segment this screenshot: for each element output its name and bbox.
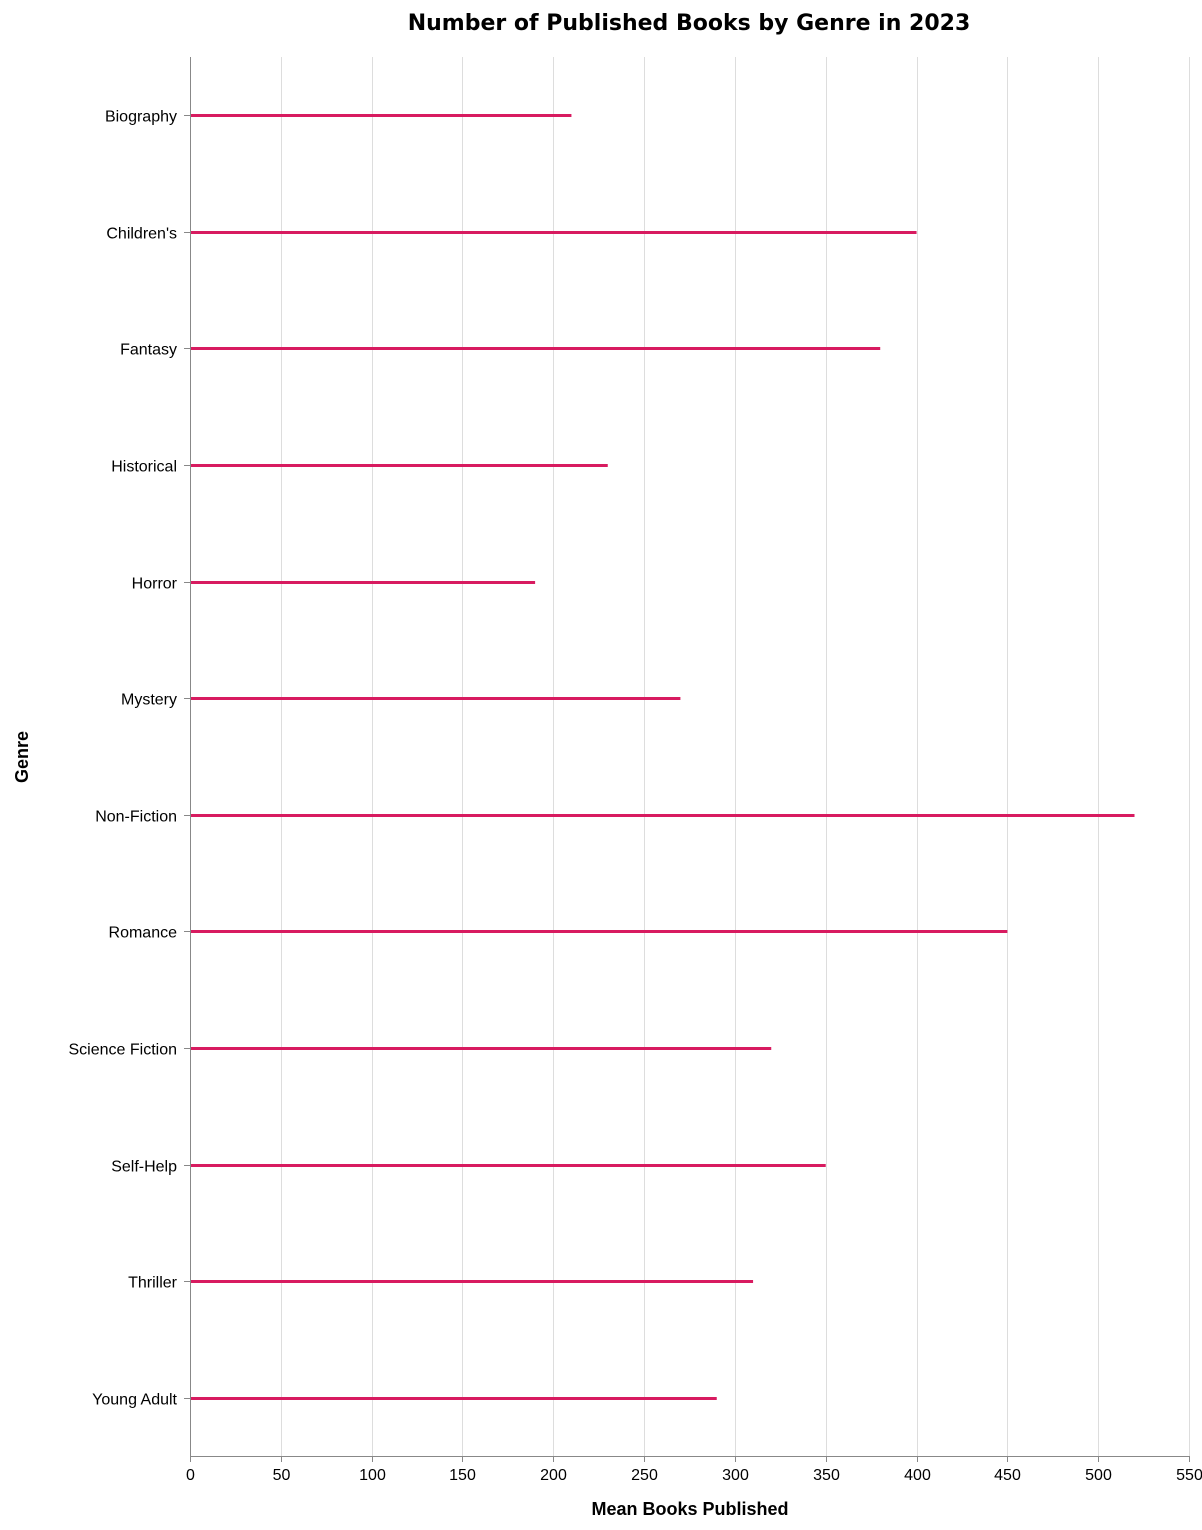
y-tick-label: Self-Help [111,1159,177,1176]
x-tick-label: 250 [631,1467,658,1484]
y-tick-label: Fantasy [120,342,177,359]
y-tick-label: Romance [109,925,178,942]
y-tick-label: Historical [111,459,177,476]
x-tick-label: 0 [186,1467,195,1484]
y-tick-label: Young Adult [92,1392,177,1409]
y-tick-label: Science Fiction [69,1042,178,1059]
grid-lines [281,57,1190,1456]
x-tick-label: 550 [1176,1467,1202,1484]
bars [190,114,1135,1400]
x-tick-label: 50 [273,1467,291,1484]
y-tick-label: Horror [132,576,178,593]
x-tick-label: 400 [904,1467,931,1484]
x-tick-label: 200 [540,1467,567,1484]
x-tick-label: 500 [1085,1467,1112,1484]
y-axis-title: Genre [12,731,32,783]
x-tick-label: 100 [359,1467,386,1484]
y-tick-label: Non-Fiction [95,809,177,826]
x-tick-label: 350 [813,1467,840,1484]
chart-title: Number of Published Books by Genre in 20… [408,11,971,36]
x-tick-label: 450 [994,1467,1021,1484]
y-tick-label: Thriller [128,1275,178,1292]
x-tick-label: 150 [449,1467,476,1484]
y-tick-label: Children's [106,226,177,243]
x-axis-ticks: 0 50 100 150 200 250 300 350 400 450 500 550 [186,1456,1202,1484]
y-axis-ticks: Biography Children's Fantasy Historical Horr… [69,109,190,1409]
y-tick-label: Biography [105,109,177,126]
x-tick-label: 300 [722,1467,749,1484]
x-axis-title: Mean Books Published [591,1499,788,1519]
y-tick-label: Mystery [121,692,177,709]
